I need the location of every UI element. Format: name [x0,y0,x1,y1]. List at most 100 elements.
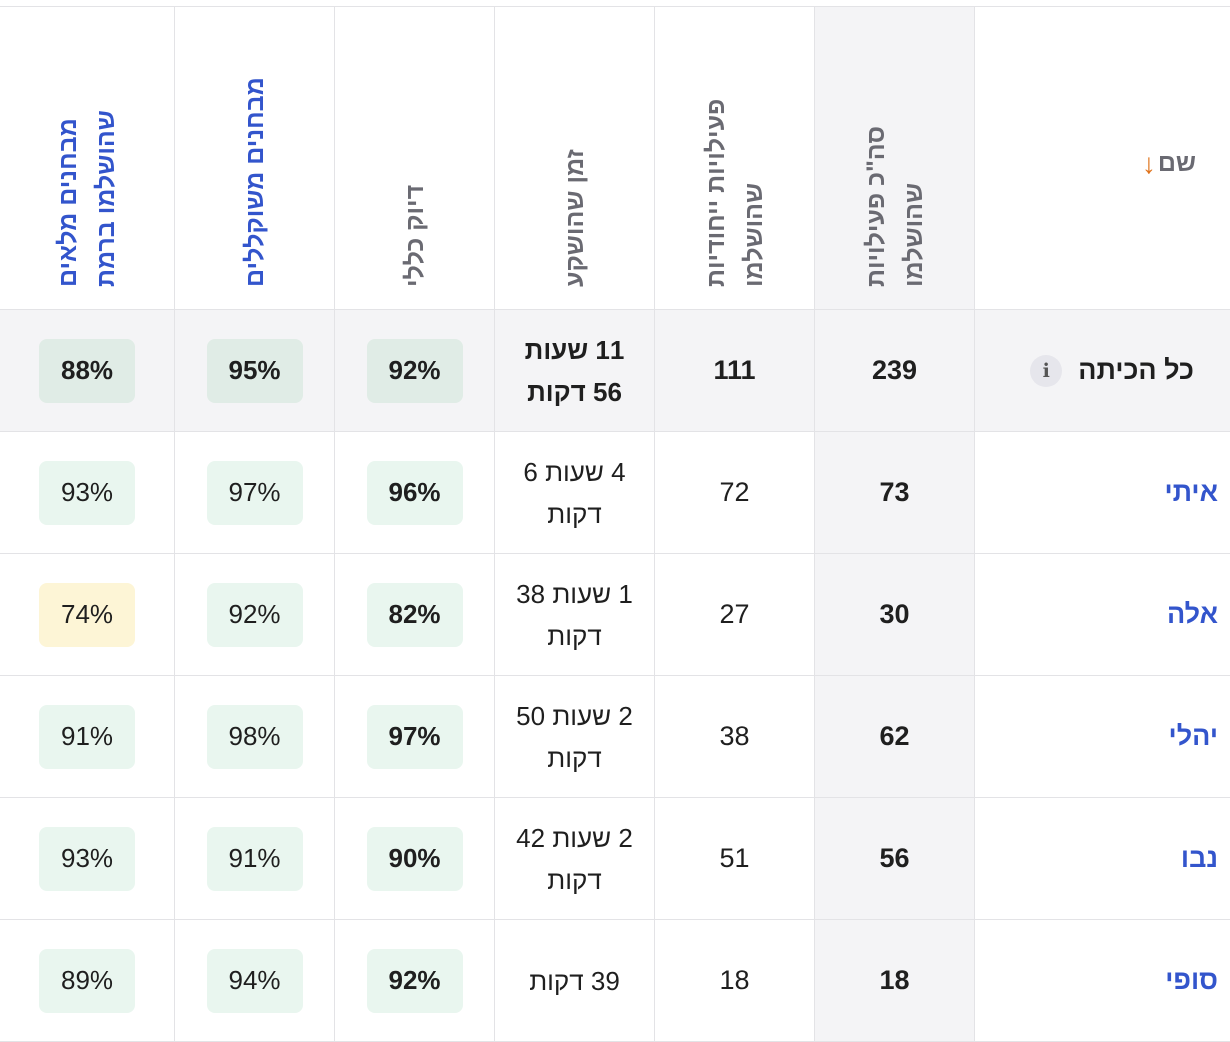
student-full-cell: 74% [0,554,174,675]
column-label-full-tests-line1: מבחנים מלאים [54,118,82,287]
summary-weighted-cell: 95% [174,310,334,431]
student-time-cell: 2 שעות 42 דקות [494,798,654,919]
class-label: כל הכיתה [1078,355,1194,385]
column-label-full-tests-line2: שהושלמו ברמת [92,110,120,287]
student-time-cell: 2 שעות 50 דקות [494,676,654,797]
student-time-line2: דקות [547,742,602,773]
student-unique: 51 [654,798,814,919]
sort-arrow-down-icon[interactable]: ↓ [1141,147,1156,179]
student-time-cell: 39 דקות [494,920,654,1041]
column-header-full-tests[interactable]: מבחנים מלאים שהושלמו ברמת [0,7,174,309]
student-accuracy-cell: 97% [334,676,494,797]
student-full-badge: 93% [39,826,135,891]
student-time-line1: 39 דקות [529,965,620,996]
table-row[interactable]: יהלי 62 38 2 שעות 50 דקות 97% 98% 91% [0,676,1230,798]
table-row[interactable]: נבו 56 51 2 שעות 42 דקות 90% 91% 93% [0,798,1230,920]
student-name-link[interactable]: יהלי [1168,721,1218,751]
student-full-cell: 93% [0,798,174,919]
student-full-badge: 93% [39,460,135,525]
student-name-link[interactable]: אלה [1166,599,1218,629]
student-time-line1: 4 שעות 6 [523,456,626,487]
student-name-cell[interactable]: נבו [974,798,1230,919]
student-time-line2: דקות [547,620,602,651]
table-row[interactable]: איתי 73 72 4 שעות 6 דקות 96% 97% 93% [0,432,1230,554]
summary-time-line2: 56 דקות [527,376,622,407]
student-accuracy-badge: 90% [366,826,463,891]
column-header-total[interactable]: סה"כ פעילויות שהושלמו [814,7,974,309]
student-weighted-badge: 91% [206,826,303,891]
student-weighted-badge: 94% [206,948,303,1013]
student-total: 73 [814,432,974,553]
student-full-cell: 89% [0,920,174,1041]
student-name-cell[interactable]: סופי [974,920,1230,1041]
student-unique: 38 [654,676,814,797]
column-header-unique[interactable]: פעילויות ייחודיות שהושלמו [654,7,814,309]
student-time-line2: דקות [547,498,602,529]
student-name-cell[interactable]: איתי [974,432,1230,553]
student-weighted-cell: 98% [174,676,334,797]
student-time-cell: 4 שעות 6 דקות [494,432,654,553]
summary-full-cell: 88% [0,310,174,431]
summary-weighted-badge: 95% [206,338,303,403]
student-full-cell: 91% [0,676,174,797]
class-summary-row: כל הכיתה i 239 111 11 שעות 56 דקות 92% 9… [0,310,1230,432]
student-name-link[interactable]: נבו [1180,843,1218,873]
column-header-weighted-tests[interactable]: מבחנים משוקללים [174,7,334,309]
student-name-cell[interactable]: אלה [974,554,1230,675]
student-accuracy-cell: 82% [334,554,494,675]
column-label-total-line1: סה"כ פעילויות [861,126,890,287]
column-header-accuracy[interactable]: דיוק כללי [334,7,494,309]
student-name-cell[interactable]: יהלי [974,676,1230,797]
column-label-unique-line2: שהושלמו [739,182,768,287]
student-time-line1: 2 שעות 50 [516,700,633,731]
summary-name-cell: כל הכיתה i [974,310,1230,431]
student-unique: 72 [654,432,814,553]
student-total: 30 [814,554,974,675]
student-accuracy-badge: 96% [366,460,463,525]
column-label-unique-line1: פעילויות ייחודיות [701,98,730,287]
table-row[interactable]: סופי 18 18 39 דקות 92% 94% 89% [0,920,1230,1042]
student-unique: 18 [654,920,814,1041]
student-full-cell: 93% [0,432,174,553]
student-accuracy-badge: 92% [366,948,463,1013]
student-accuracy-badge: 97% [366,704,463,769]
student-total: 18 [814,920,974,1041]
column-label-weighted-tests: מבחנים משוקללים [240,77,269,287]
summary-time-cell: 11 שעות 56 דקות [494,310,654,431]
student-time-cell: 1 שעות 38 דקות [494,554,654,675]
summary-full-badge: 88% [39,338,135,403]
student-full-badge: 89% [39,948,135,1013]
table-row[interactable]: אלה 30 27 1 שעות 38 דקות 82% 92% 74% [0,554,1230,676]
column-label-total-line2: שהושלמו [899,182,928,287]
student-weighted-cell: 91% [174,798,334,919]
student-accuracy-cell: 96% [334,432,494,553]
student-name-link[interactable]: סופי [1165,965,1218,995]
column-label-time: זמן שהושקע [560,149,589,287]
student-time-line1: 2 שעות 42 [516,822,633,853]
student-full-badge: 74% [39,582,135,647]
info-icon[interactable]: i [1030,354,1063,387]
student-weighted-badge: 97% [206,460,303,525]
student-weighted-cell: 94% [174,920,334,1041]
student-time-line1: 1 שעות 38 [516,578,633,609]
summary-accuracy-cell: 92% [334,310,494,431]
student-time-line2: דקות [547,864,602,895]
student-weighted-cell: 97% [174,432,334,553]
student-weighted-cell: 92% [174,554,334,675]
name-sort-control[interactable]: שם ↓ [1142,149,1196,178]
summary-total: 239 [814,310,974,431]
column-header-time[interactable]: זמן שהושקע [494,7,654,309]
student-accuracy-cell: 92% [334,920,494,1041]
student-weighted-badge: 98% [206,704,303,769]
column-header-name[interactable]: שם ↓ [974,7,1230,309]
student-name-link[interactable]: איתי [1164,477,1218,507]
student-accuracy-badge: 82% [366,582,463,647]
student-total: 56 [814,798,974,919]
column-label-accuracy: דיוק כללי [400,184,429,287]
student-weighted-badge: 92% [206,582,303,647]
student-full-badge: 91% [39,704,135,769]
table-header: שם ↓ סה"כ פעילויות שהושלמו פעילויות ייחו… [0,6,1230,310]
summary-time-line1: 11 שעות [524,334,625,365]
student-total: 62 [814,676,974,797]
